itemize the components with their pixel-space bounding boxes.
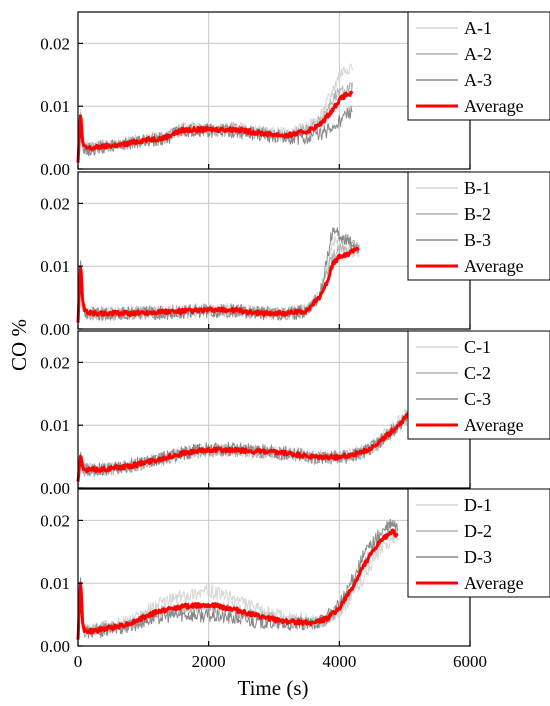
y-tick-label: 0.01	[40, 574, 70, 593]
y-tick-label: 0.01	[40, 97, 70, 116]
legend-d: D-1 D-2 D-3 Average	[407, 488, 550, 598]
x-tick-label: 2000	[192, 652, 226, 671]
panel-b: 0.00 0.01 0.02 B-1 B-2 B-3 Average	[40, 171, 550, 339]
y-tick-label: 0.02	[40, 353, 70, 372]
legend-label: A-2	[464, 44, 492, 64]
legend-label: Average	[464, 415, 524, 435]
series-line-average	[76, 90, 354, 163]
y-axis-title: CO %	[7, 319, 31, 371]
y-tick-label: 0.02	[40, 511, 70, 530]
y-tick-label: 0.02	[40, 34, 70, 53]
y-tick-label: 0.01	[40, 257, 70, 276]
legend-label: C-1	[464, 337, 491, 357]
panels-group: 0.00 0.01 0.02 A-1 A-2 A-3 Average 0.00 0.01 0.02…	[40, 11, 550, 671]
y-tick-label: 0.01	[40, 416, 70, 435]
legend-label: B-1	[464, 178, 491, 198]
legend-label: Average	[464, 573, 524, 593]
panel-a: 0.00 0.01 0.02 A-1 A-2 A-3 Average	[40, 11, 550, 179]
legend-b: B-1 B-2 B-3 Average	[407, 171, 550, 281]
y-tick-label: 0.00	[40, 160, 70, 179]
y-tick-label: 0.00	[40, 637, 70, 656]
panel-c: 0.00 0.01 0.02 C-1 C-2 C-3 Average	[40, 330, 550, 498]
legend-label: D-3	[464, 547, 492, 567]
legend-label: B-2	[464, 204, 491, 224]
series-line-average	[76, 409, 413, 482]
x-axis-title: Time (s)	[238, 676, 309, 700]
legend-label: Average	[464, 256, 524, 276]
legend-box	[407, 11, 550, 121]
y-tick-label: 0.00	[40, 320, 70, 339]
legend-label: C-2	[464, 363, 491, 383]
x-tick-label: 6000	[453, 652, 487, 671]
y-tick-label: 0.02	[40, 194, 70, 213]
legend-c: C-1 C-2 C-3 Average	[407, 330, 550, 440]
legend-box	[407, 171, 550, 281]
legend-box	[407, 488, 550, 598]
series-line-average	[76, 528, 399, 640]
legend-box	[407, 330, 550, 440]
legend-label: D-2	[464, 521, 492, 541]
x-tick-label: 4000	[322, 652, 356, 671]
series-line-c-1	[77, 407, 412, 482]
legend-label: Average	[464, 96, 524, 116]
legend-label: B-3	[464, 230, 491, 250]
y-tick-label: 0.00	[40, 479, 70, 498]
legend-label: C-3	[464, 389, 491, 409]
series-line-b-3	[77, 227, 360, 323]
legend-label: A-1	[464, 18, 492, 38]
legend-label: A-3	[464, 70, 492, 90]
panel-d: 0.00 0.01 0.02 0 2000 4000 6000 D-1 D-2 D-3 Averag…	[40, 488, 550, 671]
series-line-average	[76, 246, 360, 323]
legend-label: D-1	[464, 495, 492, 515]
legend-a: A-1 A-2 A-3 Average	[407, 11, 550, 121]
x-tick-label: 0	[74, 652, 83, 671]
